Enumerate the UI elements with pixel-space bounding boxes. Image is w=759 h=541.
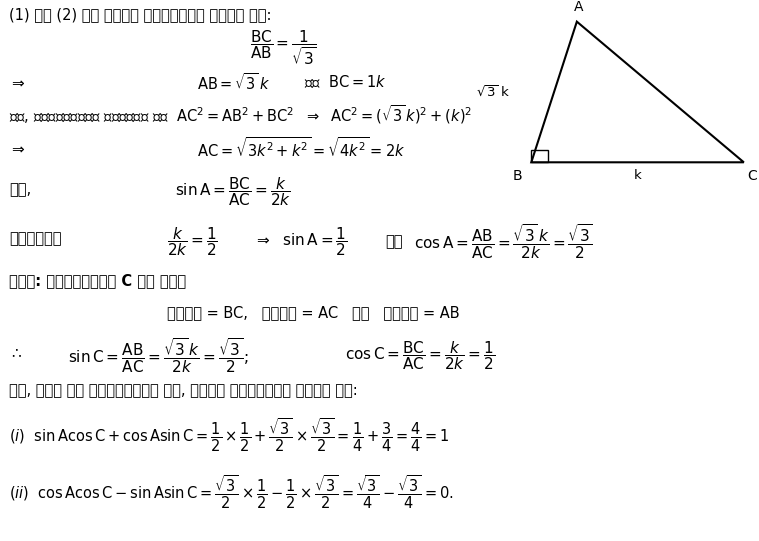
Text: $\sqrt{3}$ k: $\sqrt{3}$ k xyxy=(476,84,510,100)
Text: अब, पाइथागोरस प्रमेय से  $\mathrm{AC}^2 = \mathrm{AB}^2+\mathrm{BC}^2$  $\Righta: अब, पाइथागोरस प्रमेय से $\mathrm{AC}^2 =… xyxy=(9,103,472,126)
Text: $\Rightarrow$  $\sin \mathrm{A} = \dfrac{1}{2}$: $\Rightarrow$ $\sin \mathrm{A} = \dfrac{… xyxy=(254,226,348,258)
Text: k: k xyxy=(634,169,641,182)
Text: $\Rightarrow$: $\Rightarrow$ xyxy=(9,75,26,90)
Text: पुन: न्यूनकोण C के लिए: पुन: न्यूनकोण C के लिए xyxy=(9,273,186,288)
Text: परन्तु: परन्तु xyxy=(9,232,61,247)
Text: C: C xyxy=(748,169,757,183)
Text: $\Rightarrow$: $\Rightarrow$ xyxy=(9,140,26,155)
Text: $\mathrm{AB} = \sqrt{3}\,k$: $\mathrm{AB} = \sqrt{3}\,k$ xyxy=(197,72,270,93)
Text: अब, दिए गए व्यंजकों से, हमें प्राप्त होता है:: अब, दिए गए व्यंजकों से, हमें प्राप्त होत… xyxy=(9,383,357,398)
Text: $(ii)$  $\cos \mathrm{A}\cos \mathrm{C} - \sin \mathrm{A}\sin \mathrm{C} = \dfra: $(ii)$ $\cos \mathrm{A}\cos \mathrm{C} -… xyxy=(9,473,454,511)
Text: A: A xyxy=(574,0,583,14)
Text: $(i)$  $\sin \mathrm{A}\cos \mathrm{C} + \cos \mathrm{A}\sin \mathrm{C} = \dfrac: $(i)$ $\sin \mathrm{A}\cos \mathrm{C} + … xyxy=(9,417,449,454)
Text: $\dfrac{\mathrm{BC}}{\mathrm{AB}} = \dfrac{1}{\sqrt{3}}$: $\dfrac{\mathrm{BC}}{\mathrm{AB}} = \dfr… xyxy=(250,28,317,67)
Text: आधार = BC,   कर्ण = AC   और   लम्ब = AB: आधार = BC, कर्ण = AC और लम्ब = AB xyxy=(167,305,460,320)
Text: $\sin \mathrm{C} = \dfrac{\mathrm{AB}}{\mathrm{AC}}=\dfrac{\sqrt{3}\,k}{2k}=\dfr: $\sin \mathrm{C} = \dfrac{\mathrm{AB}}{\… xyxy=(68,336,249,375)
Text: (1) और (2) से हमें प्राप्त होता है:: (1) और (2) से हमें प्राप्त होता है: xyxy=(9,8,272,23)
Text: $\cos \mathrm{A} = \dfrac{\mathrm{AB}}{\mathrm{AC}}=\dfrac{\sqrt{3}\,k}{2k}=\dfr: $\cos \mathrm{A} = \dfrac{\mathrm{AB}}{\… xyxy=(414,222,592,261)
Text: और: और xyxy=(386,234,403,249)
Text: $\therefore$: $\therefore$ xyxy=(9,345,23,360)
Text: $\sin \mathrm{A} = \dfrac{\mathrm{BC}}{\mathrm{AC}}=\dfrac{k}{2k}$: $\sin \mathrm{A} = \dfrac{\mathrm{BC}}{\… xyxy=(175,176,291,208)
Text: B: B xyxy=(512,169,522,183)
Text: अब,: अब, xyxy=(9,182,31,197)
Text: $\mathrm{AC} = \sqrt{3k^2+k^2}=\sqrt{4k^2}=2k$: $\mathrm{AC} = \sqrt{3k^2+k^2}=\sqrt{4k^… xyxy=(197,136,405,160)
Text: $\dfrac{k}{2k} = \dfrac{1}{2}$: $\dfrac{k}{2k} = \dfrac{1}{2}$ xyxy=(167,226,218,258)
Text: और  $\mathrm{BC} = 1k$: और $\mathrm{BC} = 1k$ xyxy=(304,74,386,90)
Text: $\cos \mathrm{C} = \dfrac{\mathrm{BC}}{\mathrm{AC}}=\dfrac{k}{2k}=\dfrac{1}{2}$: $\cos \mathrm{C} = \dfrac{\mathrm{BC}}{\… xyxy=(345,339,496,372)
